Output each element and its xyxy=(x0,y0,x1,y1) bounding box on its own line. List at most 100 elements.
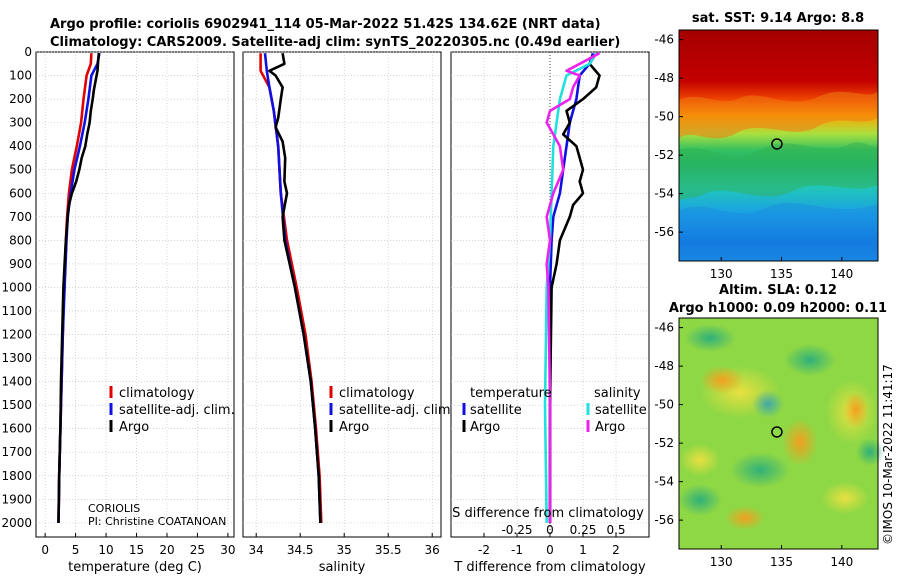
sst-map-title: sat. SST: 9.14 Argo: 8.8 xyxy=(692,11,864,26)
y-tick-label: 900 xyxy=(9,257,32,271)
sst-heatmap xyxy=(679,30,878,261)
legend-label-argo: Argo xyxy=(339,420,369,435)
x-tick-label: 34.5 xyxy=(287,543,314,557)
legend-label-sal-argo: Argo xyxy=(595,420,625,435)
y-tick-label: 1600 xyxy=(1,422,32,436)
series-line-argo xyxy=(268,52,322,523)
salinity-axes-frame xyxy=(242,51,442,538)
sst-cool-band xyxy=(679,202,878,261)
salinity-ticks: 34 34.5 35 35.5 36 xyxy=(249,533,440,557)
imos-watermark: ©IMOS 10-Mar-2022 11:41:17 xyxy=(881,364,895,545)
y-tick-label: 600 xyxy=(9,186,32,200)
sla-map-panel: Altim. SLA: 0.12 Argo h1000: 0.09 h2000:… xyxy=(654,283,887,569)
sla-map-ticks: 130 135 140 -46 -48 -50 -52 -54 -56 xyxy=(654,321,853,569)
x-tick-label: 1 xyxy=(579,543,587,557)
y-tick-label: 1000 xyxy=(1,280,32,294)
x-tick-label: 2 xyxy=(612,543,620,557)
y-tick-label: 1400 xyxy=(1,375,32,389)
y-tick-label: 300 xyxy=(9,116,32,130)
y-tick-label: 500 xyxy=(9,163,32,177)
legend-label-climatology: climatology xyxy=(119,386,195,401)
credit-line1: CORIOLIS xyxy=(88,502,140,515)
sla-anomaly-blobs xyxy=(678,324,884,530)
y-tick-label: 1100 xyxy=(1,304,32,318)
map-x-tick-label: 140 xyxy=(830,267,853,281)
y-tick-label: 0 xyxy=(24,45,32,59)
x-tick-label: 35 xyxy=(337,543,352,557)
x-tick-label: 25 xyxy=(190,543,205,557)
x-tick-label: 10 xyxy=(98,543,113,557)
y-tick-label: 400 xyxy=(9,139,32,153)
argo-location-marker xyxy=(771,426,783,438)
y-tick-label: 1500 xyxy=(1,398,32,412)
x-tick-label: 36 xyxy=(425,543,440,557)
y-tick-label: 1700 xyxy=(1,445,32,459)
temperature-ticks: 0100200300400500600700800900100011001200… xyxy=(1,45,235,557)
legend-label-satellite-adj: satellite-adj. clim. xyxy=(339,403,455,418)
temperature-xlabel: temperature (deg C) xyxy=(68,560,202,575)
sst-map-panel: sat. SST: 9.14 Argo: 8.8 130 135 140 -46 -48… xyxy=(654,11,879,281)
x-tick-label: 35.5 xyxy=(375,543,402,557)
map-y-tick-label: -56 xyxy=(654,513,674,527)
series-line-argo xyxy=(57,53,101,523)
header-title-line2: Climatology: CARS2009. Satellite-adj cli… xyxy=(50,35,620,50)
temperature-panel: 0100200300400500600700800900100011001200… xyxy=(1,45,235,575)
legend-label-climatology: climatology xyxy=(339,386,415,401)
temperature-axes-frame xyxy=(35,51,235,538)
x-tick-label: 20 xyxy=(159,543,174,557)
sla-map-frame xyxy=(678,317,879,550)
top-x-tick-label: 0.5 xyxy=(606,523,625,537)
sst-map-frame xyxy=(678,29,879,262)
difference-xlabel: T difference from climatology xyxy=(453,560,646,575)
y-tick-label: 1900 xyxy=(1,492,32,506)
x-tick-label: 0 xyxy=(41,543,49,557)
top-x-tick-label: 0.25 xyxy=(570,523,597,537)
top-x-tick-label: -0.25 xyxy=(501,523,532,537)
salinity-legend: climatology satellite-adj. clim. Argo xyxy=(329,386,455,435)
difference-legend: temperature satellite Argo salinity sate… xyxy=(462,386,647,435)
map-y-tick-label: -52 xyxy=(654,436,674,450)
map-y-tick-label: -50 xyxy=(654,398,674,412)
x-tick-label: -1 xyxy=(511,543,523,557)
sla-map-title-line1: Altim. SLA: 0.12 xyxy=(719,283,837,298)
y-tick-label: 200 xyxy=(9,92,32,106)
x-tick-label: -2 xyxy=(478,543,490,557)
y-tick-label: 1300 xyxy=(1,351,32,365)
map-y-tick-label: -46 xyxy=(654,321,674,335)
y-tick-label: 2000 xyxy=(1,516,32,530)
series-line-salinity-argo xyxy=(545,52,601,523)
map-x-tick-label: 140 xyxy=(830,555,853,569)
map-x-tick-label: 130 xyxy=(710,267,733,281)
map-y-tick-label: -48 xyxy=(654,359,674,373)
sst-warm-front xyxy=(679,91,878,139)
series-line-salinity-satellite xyxy=(543,52,598,523)
temperature-series xyxy=(57,52,101,523)
credit-line2: PI: Christine COATANOAN xyxy=(88,515,226,528)
map-y-tick-label: -54 xyxy=(654,475,674,489)
salinity-xlabel: salinity xyxy=(319,560,366,575)
legend-label-temp-satellite: satellite xyxy=(470,403,522,418)
salinity-series xyxy=(259,52,323,523)
sst-green-band xyxy=(679,142,878,200)
series-line-temperature-argo xyxy=(548,52,601,523)
map-y-tick-label: -52 xyxy=(654,148,674,162)
salinity-grid xyxy=(243,51,441,537)
y-tick-label: 1800 xyxy=(1,469,32,483)
sla-map-title-line2: Argo h1000: 0.09 h2000: 0.11 xyxy=(669,301,887,316)
legend-label-satellite-adj: satellite-adj. clim. xyxy=(119,403,235,418)
difference-series xyxy=(543,52,601,523)
legend-label-sal-satellite: satellite xyxy=(595,403,647,418)
map-y-tick-label: -50 xyxy=(654,110,674,124)
temperature-legend: climatology satellite-adj. clim. Argo xyxy=(109,386,235,435)
header-title-line1: Argo profile: coriolis 6902941_114 05-Ma… xyxy=(50,17,601,32)
x-tick-label: 15 xyxy=(129,543,144,557)
map-x-tick-label: 135 xyxy=(770,555,793,569)
temperature-grid xyxy=(36,51,234,537)
map-x-tick-label: 130 xyxy=(710,555,733,569)
sst-map-ticks: 130 135 140 -46 -48 -50 -52 -54 -56 xyxy=(654,33,853,281)
x-tick-label: 30 xyxy=(220,543,235,557)
salinity-panel: 34 34.5 35 35.5 36 salinity climatology sate… xyxy=(242,51,455,575)
y-tick-label: 700 xyxy=(9,210,32,224)
